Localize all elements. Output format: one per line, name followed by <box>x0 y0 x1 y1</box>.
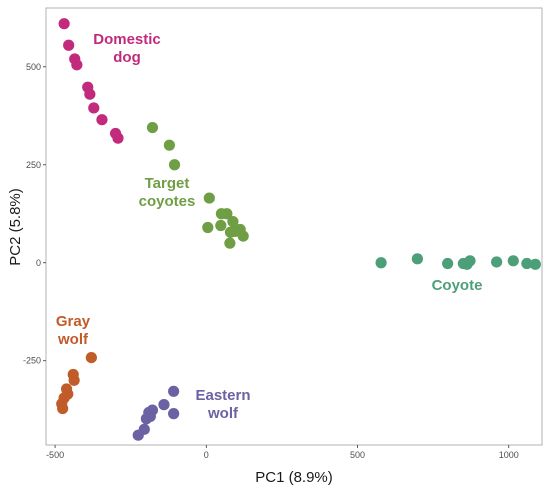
domestic-dog-point <box>112 132 124 144</box>
plot-panel <box>45 7 543 446</box>
coyote-point <box>442 257 454 270</box>
coyote-point <box>411 253 423 265</box>
x-tick-label: 0 <box>204 450 209 460</box>
y-axis-ticks: -250 0 250 500 <box>23 62 46 366</box>
x-axis-ticks: -500 0 500 1000 <box>46 445 519 460</box>
target-coyotes-point <box>163 139 175 151</box>
target-coyotes-point <box>224 237 236 249</box>
x-axis-title: PC1 (8.9%) <box>255 469 333 486</box>
coyote-point <box>461 258 473 270</box>
x-tick-label: 500 <box>350 450 365 460</box>
gray-wolf-point <box>57 402 69 415</box>
coyote-point <box>521 257 533 270</box>
x-tick-label: 1000 <box>499 450 519 460</box>
domestic-dog-point <box>84 88 96 100</box>
group-labels: Domestic dog Target coyotes Coyote Gray wolf Ea… <box>56 31 483 422</box>
data-points <box>56 18 541 441</box>
domestic-dog-point <box>58 18 70 30</box>
target-coyotes-point <box>227 216 239 228</box>
target-coyotes-point <box>224 226 237 238</box>
eastern-wolf-point <box>168 408 180 420</box>
y-tick-label: 500 <box>26 62 41 72</box>
domestic-dog-point <box>88 102 100 114</box>
target-coyotes-label: Target coyotes <box>139 175 196 210</box>
domestic-dog-point <box>96 114 108 126</box>
eastern-wolf-point <box>168 385 180 397</box>
coyote-label: Coyote <box>432 277 483 294</box>
domestic-dog-point <box>71 59 83 71</box>
target-coyotes-point <box>202 221 214 234</box>
coyote-point <box>529 258 541 270</box>
x-tick-label: -500 <box>46 450 64 460</box>
coyote-point <box>507 255 519 267</box>
domestic-dog-label: Domestic dog <box>93 31 161 66</box>
target-coyotes-point <box>221 208 233 220</box>
target-coyotes-point <box>203 192 215 204</box>
target-coyotes-point <box>146 121 159 134</box>
gray-wolf-point <box>85 352 97 364</box>
gray-wolf-point <box>68 374 80 386</box>
target-coyotes-point <box>237 230 249 242</box>
eastern-wolf-point <box>158 399 170 411</box>
y-tick-label: -250 <box>23 356 41 366</box>
coyote-point <box>491 256 503 268</box>
eastern-wolf-point <box>144 410 156 422</box>
target-coyotes-point <box>215 219 227 232</box>
gray-wolf-label: Gray wolf <box>56 313 91 348</box>
eastern-wolf-point <box>132 429 144 441</box>
target-coyotes-point <box>168 159 181 171</box>
y-axis-title: PC2 (5.8%) <box>7 188 24 266</box>
y-tick-label: 250 <box>26 160 41 170</box>
eastern-wolf-label: Eastern wolf <box>195 387 250 422</box>
domestic-dog-point <box>63 39 75 51</box>
coyote-point <box>375 257 387 269</box>
y-tick-label: 0 <box>36 258 41 268</box>
